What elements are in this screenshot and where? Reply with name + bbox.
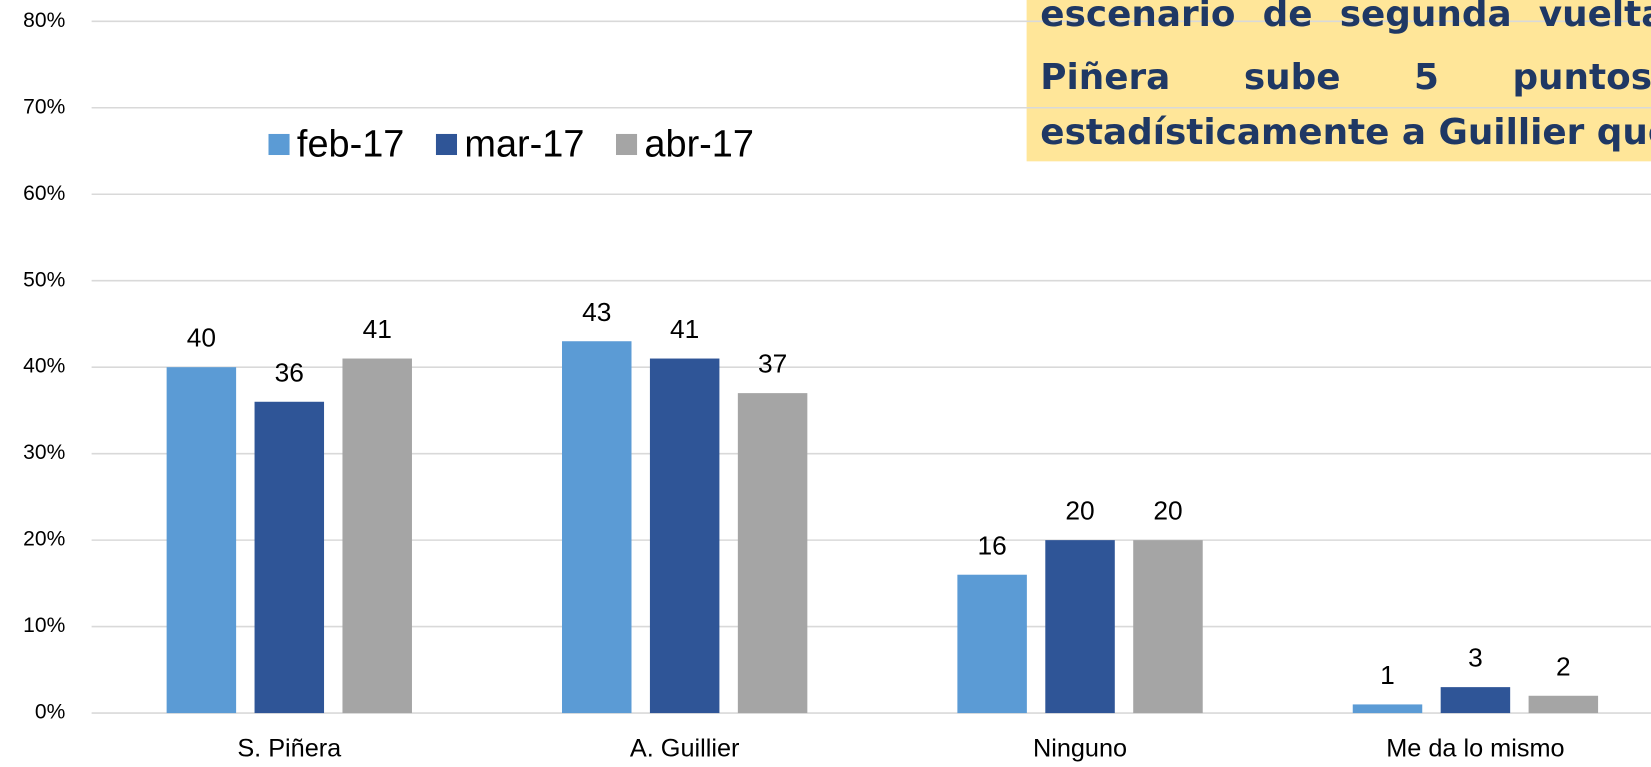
data-label: 41 xyxy=(363,314,392,344)
data-label: 36 xyxy=(275,357,304,387)
y-tick-label: 0% xyxy=(35,701,65,724)
y-tick-label: 80% xyxy=(23,9,65,32)
legend-label: mar-17 xyxy=(464,124,584,166)
y-tick-label: 40% xyxy=(23,355,65,378)
bar xyxy=(1133,540,1203,714)
bar xyxy=(957,574,1027,714)
legend-swatch xyxy=(435,133,458,156)
bar xyxy=(254,401,325,714)
bar xyxy=(1528,695,1599,714)
legend-swatch xyxy=(616,133,638,156)
annotation-box xyxy=(1026,0,1651,162)
data-label: 40 xyxy=(187,323,216,353)
bar xyxy=(562,341,632,714)
data-label: 3 xyxy=(1468,643,1483,673)
data-label: 20 xyxy=(1065,496,1094,526)
bar xyxy=(166,367,237,714)
legend-label: feb-17 xyxy=(297,124,404,166)
x-tick-label: A. Guillier xyxy=(630,735,740,763)
annotation-text: estadísticamente a Guillier que xyxy=(1040,112,1651,153)
data-label: 43 xyxy=(582,297,611,327)
y-tick-label: 60% xyxy=(23,182,65,205)
y-tick-label: 50% xyxy=(23,268,65,291)
bar xyxy=(649,358,720,714)
data-label: 16 xyxy=(977,530,1006,560)
y-tick-label: 30% xyxy=(23,441,65,464)
data-label: 20 xyxy=(1153,496,1182,526)
annotation-text: escenario de segunda vuelta xyxy=(1040,0,1651,35)
bar xyxy=(1440,687,1511,714)
data-label: 41 xyxy=(670,314,699,344)
data-label: 2 xyxy=(1556,651,1571,681)
y-tick-label: 70% xyxy=(23,95,65,118)
bar xyxy=(342,358,412,714)
y-tick-label: 20% xyxy=(23,528,65,551)
x-tick-label: S. Piñera xyxy=(237,735,342,763)
data-label: 37 xyxy=(758,349,787,379)
legend-label: abr-17 xyxy=(644,124,754,166)
bar xyxy=(1352,704,1423,714)
x-tick-label: Me da lo mismo xyxy=(1386,735,1564,763)
y-tick-label: 10% xyxy=(23,614,65,637)
annotation-text: Piñera sube 5 puntos l xyxy=(1040,57,1651,98)
bar xyxy=(737,393,808,714)
data-label: 1 xyxy=(1380,660,1395,690)
legend-swatch xyxy=(268,133,290,156)
x-tick-label: Ninguno xyxy=(1033,735,1127,763)
bar xyxy=(1045,540,1115,714)
